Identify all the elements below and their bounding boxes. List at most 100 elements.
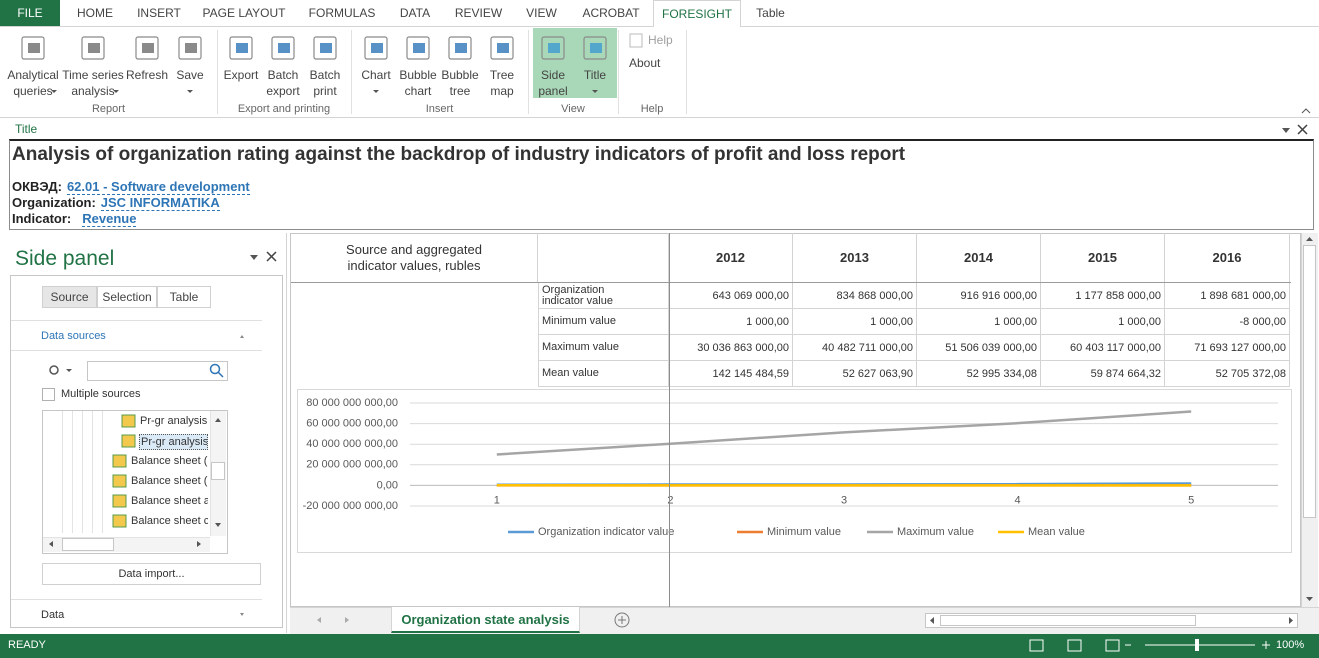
- table-cell: 1 000,00: [793, 309, 917, 335]
- group-label: Insert: [425, 103, 454, 115]
- panel-close: [1297, 124, 1308, 135]
- ribbon-tab[interactable]: FILE: [0, 0, 60, 26]
- checkbox-label: Multiple sources: [61, 388, 141, 400]
- side-tab[interactable]: Source: [42, 286, 97, 308]
- ribbon-button[interactable]: Refresh: [125, 68, 169, 82]
- ribbon-tab[interactable]: REVIEW: [454, 6, 503, 20]
- table-cell: 51 506 039 000,00: [917, 335, 1041, 361]
- tree-guide: [72, 411, 73, 533]
- tree-vthumb: [211, 462, 225, 480]
- zoom-level[interactable]: 100%: [1276, 639, 1305, 651]
- corner-cell: Source and aggregated indicator values, …: [291, 233, 538, 282]
- side-panel-body: [10, 275, 283, 628]
- ribbon-button[interactable]: Bubble tree: [441, 68, 479, 98]
- table-cell: 142 145 484,59: [669, 361, 793, 387]
- search-box[interactable]: [87, 361, 228, 381]
- group-separator: [686, 30, 687, 114]
- status-bar: [0, 634, 1319, 658]
- table-cell: 71 693 127 000,00: [1165, 335, 1290, 361]
- ribbon-button[interactable]: About: [629, 56, 661, 70]
- ribbon-button[interactable]: Time series analysis: [62, 68, 124, 98]
- ribbon-button[interactable]: Bubble chart: [399, 68, 437, 98]
- table-cell: 40 482 711 000,00: [793, 335, 917, 361]
- ribbon-tab[interactable]: DATA: [399, 6, 431, 20]
- side-tab[interactable]: Table: [157, 286, 211, 308]
- y-tick-label: 20 000 000 000,00: [306, 459, 398, 471]
- group-label: View: [561, 103, 585, 115]
- y-tick-label: 60 000 000 000,00: [306, 418, 398, 430]
- chart: -20 000 000 000,00 0,00 20 000 000 000,00 4…: [303, 397, 1278, 538]
- ribbon-button[interactable]: Help: [648, 33, 673, 47]
- group-label: Report: [91, 103, 126, 115]
- group-separator: [528, 30, 529, 114]
- ribbon-button[interactable]: Title: [583, 68, 607, 82]
- panel-menu: [1282, 128, 1290, 133]
- table-cell: 1 898 681 000,00: [1165, 283, 1290, 309]
- title-field: Organization: JSC INFORMATIKA: [12, 195, 220, 211]
- ribbon-tab[interactable]: FORESIGHT: [653, 0, 741, 27]
- legend-label: Minimum value: [767, 526, 841, 538]
- tree-item[interactable]: Pr-gr analysis: [139, 434, 208, 450]
- section-header[interactable]: Data: [41, 609, 65, 621]
- tree-item[interactable]: Balance sheet a: [131, 495, 208, 507]
- ribbon-tab[interactable]: INSERT: [137, 6, 181, 20]
- table-cell: 916 916 000,00: [917, 283, 1041, 309]
- report-heading: Analysis of organization rating against …: [12, 144, 906, 165]
- section-header[interactable]: Data sources: [41, 330, 106, 342]
- title-panel-label: Title: [15, 122, 38, 136]
- row-label: Organization indicator value: [538, 283, 669, 309]
- field-value[interactable]: 62.01 - Software development: [66, 179, 250, 195]
- ribbon-tab[interactable]: PAGE LAYOUT: [202, 6, 286, 20]
- header-divider: [291, 282, 1291, 283]
- ribbon-tab[interactable]: Table: [756, 6, 785, 20]
- row-label: Maximum value: [538, 335, 669, 361]
- sheet-tab[interactable]: Organization state analysis: [391, 607, 580, 633]
- column-header: 2015: [1041, 233, 1165, 282]
- field-label: Indicator:: [12, 211, 72, 226]
- ribbon-button[interactable]: Batch export: [266, 68, 300, 98]
- ribbon-tab[interactable]: VIEW: [526, 6, 557, 20]
- x-tick-label: 3: [841, 494, 847, 506]
- column-header: 2012: [669, 233, 793, 282]
- ribbon-button[interactable]: Chart: [361, 68, 391, 82]
- tree-guide: [92, 411, 93, 533]
- ribbon-button[interactable]: Save: [176, 68, 204, 82]
- tree-item[interactable]: Balance sheet c: [131, 515, 208, 527]
- status-text: READY: [8, 639, 46, 651]
- scroll-thumb: [1303, 245, 1316, 518]
- title-box: Analysis of organization rating against …: [9, 139, 1314, 230]
- table-cell: 643 069 000,00: [669, 283, 793, 309]
- legend-label: Mean value: [1028, 526, 1085, 538]
- tree-item[interactable]: Balance sheet (: [131, 475, 208, 487]
- ribbon-button[interactable]: Tree map: [489, 68, 515, 98]
- ribbon-tab[interactable]: HOME: [77, 6, 113, 20]
- field-value[interactable]: JSC INFORMATIKA: [100, 195, 220, 211]
- ribbon-tab[interactable]: FORMULAS: [308, 6, 376, 20]
- table-cell: 1 000,00: [1041, 309, 1165, 335]
- y-tick-label: 80 000 000 000,00: [306, 397, 398, 409]
- checkbox[interactable]: [42, 388, 55, 401]
- column-header: 2013: [793, 233, 917, 282]
- table-cell: 834 868 000,00: [793, 283, 917, 309]
- freeze-line: [669, 233, 670, 607]
- ribbon-button[interactable]: Analytical queries: [7, 68, 59, 98]
- section-divider: [11, 599, 262, 600]
- y-tick-label: 40 000 000 000,00: [306, 438, 398, 450]
- side-tab[interactable]: Selection: [97, 286, 157, 308]
- import-button[interactable]: Data import...: [42, 563, 261, 585]
- group-separator: [217, 30, 218, 114]
- tree-item[interactable]: Balance sheet (l: [131, 455, 208, 467]
- row-label: Mean value: [538, 361, 669, 387]
- y-tick-label: -20 000 000 000,00: [303, 500, 398, 512]
- section-divider: [11, 350, 262, 351]
- tree-item[interactable]: Pr-gr analysis: [140, 415, 208, 427]
- x-tick-label: 4: [1015, 494, 1021, 506]
- ribbon-button[interactable]: Side panel: [538, 68, 568, 98]
- ribbon-tab[interactable]: ACROBAT: [582, 6, 640, 20]
- field-value[interactable]: Revenue: [82, 211, 137, 227]
- group-separator: [618, 30, 619, 114]
- section-divider: [11, 320, 262, 321]
- x-tick-label: 1: [494, 494, 500, 506]
- ribbon-button[interactable]: Export: [223, 68, 259, 82]
- ribbon-button[interactable]: Batch print: [309, 68, 341, 98]
